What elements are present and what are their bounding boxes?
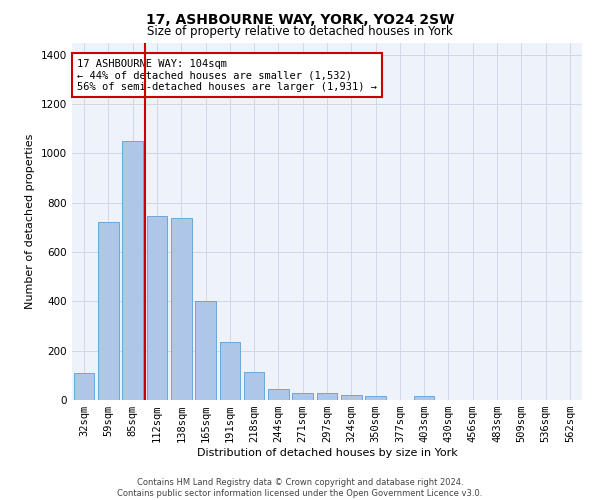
Bar [341,395,362,400]
Bar [195,302,216,400]
Bar [317,393,337,400]
X-axis label: Distribution of detached houses by size in York: Distribution of detached houses by size … [197,448,457,458]
Bar [292,393,313,400]
Bar [98,222,119,400]
Text: 17, ASHBOURNE WAY, YORK, YO24 2SW: 17, ASHBOURNE WAY, YORK, YO24 2SW [146,12,454,26]
Bar [171,218,191,400]
Y-axis label: Number of detached properties: Number of detached properties [25,134,35,309]
Bar [122,141,143,400]
Text: Contains HM Land Registry data © Crown copyright and database right 2024.
Contai: Contains HM Land Registry data © Crown c… [118,478,482,498]
Bar [244,372,265,400]
Text: 17 ASHBOURNE WAY: 104sqm
← 44% of detached houses are smaller (1,532)
56% of sem: 17 ASHBOURNE WAY: 104sqm ← 44% of detach… [77,58,377,92]
Bar [365,396,386,400]
Text: Size of property relative to detached houses in York: Size of property relative to detached ho… [147,25,453,38]
Bar [414,396,434,400]
Bar [146,216,167,400]
Bar [220,342,240,400]
Bar [74,373,94,400]
Bar [268,389,289,400]
